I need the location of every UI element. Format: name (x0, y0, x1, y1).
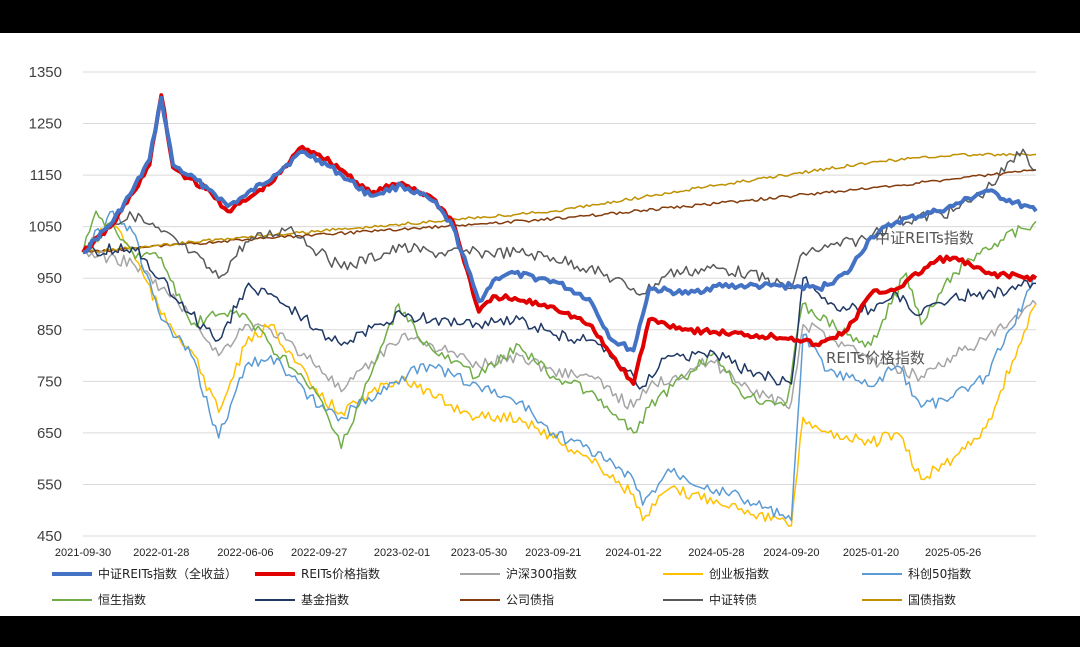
series-line (82, 169, 1037, 254)
series-line (82, 210, 1037, 450)
series-line (82, 210, 1037, 522)
x-tick-label: 2022-09-27 (291, 547, 347, 559)
x-tick-label: 2024-01-22 (605, 547, 661, 559)
legend: 中证REITs指数（全收益） REITs价格指数 沪深300指数 创业板指数 科创50指… (52, 566, 971, 607)
x-tick-label: 2023-02-01 (374, 547, 430, 559)
line-chart: 1350 1250 1150 1050 950 850 750 650 550 450 2021-… (29, 64, 1038, 607)
x-tick-label: 2023-09-21 (525, 547, 581, 559)
annotations: 中证REITs指数 REITs价格指数 (826, 229, 974, 367)
y-tick-label: 850 (37, 322, 62, 339)
y-tick-label: 650 (37, 425, 62, 442)
x-tick-label: 2023-05-30 (451, 547, 507, 559)
y-axis: 1350 1250 1150 1050 950 850 750 650 550 450 (29, 64, 62, 545)
series-line (82, 95, 1038, 353)
legend-label: 沪深300指数 (506, 566, 577, 581)
y-tick-label: 450 (37, 528, 62, 545)
x-tick-label: 2024-05-28 (688, 547, 744, 559)
x-tick-label: 2022-01-28 (133, 547, 189, 559)
legend-label: 公司债指 (506, 592, 554, 607)
legend-label: 创业板指数 (709, 566, 769, 581)
series-line (82, 220, 1037, 527)
y-tick-label: 750 (37, 373, 62, 390)
legend-label: 中证REITs指数（全收益） (98, 566, 237, 581)
x-tick-label: 2022-06-06 (217, 547, 273, 559)
chart-frame: 1350 1250 1150 1050 950 850 750 650 550 450 2021-… (0, 33, 1080, 616)
legend-label: 中证转债 (709, 592, 757, 607)
annotation-label: 中证REITs指数 (875, 229, 974, 247)
series-line (82, 243, 1036, 390)
series-line (82, 250, 1037, 410)
grid (83, 71, 1036, 537)
x-tick-label: 2021-09-30 (55, 547, 111, 559)
y-tick-label: 950 (37, 270, 62, 287)
legend-label: 科创50指数 (908, 566, 971, 581)
series-line (82, 152, 1037, 254)
legend-label: 国债指数 (908, 592, 956, 607)
x-tick-label: 2024-09-20 (763, 547, 819, 559)
y-tick-label: 1050 (29, 219, 62, 236)
annotation-label: REITs价格指数 (826, 349, 925, 367)
legend-label: REITs价格指数 (301, 566, 380, 581)
series-lines (81, 93, 1038, 527)
legend-label: 恒生指数 (98, 592, 146, 607)
y-tick-label: 1250 (29, 116, 62, 133)
legend-label: 基金指数 (301, 592, 349, 607)
series-line (81, 93, 1038, 386)
y-tick-label: 1350 (29, 64, 62, 81)
x-tick-label: 2025-05-26 (925, 547, 981, 559)
y-tick-label: 1150 (30, 167, 62, 184)
y-tick-label: 550 (37, 476, 62, 493)
x-axis: 2021-09-30 2022-01-28 2022-06-06 2022-09-27… (55, 547, 981, 559)
x-tick-label: 2025-01-20 (843, 547, 899, 559)
